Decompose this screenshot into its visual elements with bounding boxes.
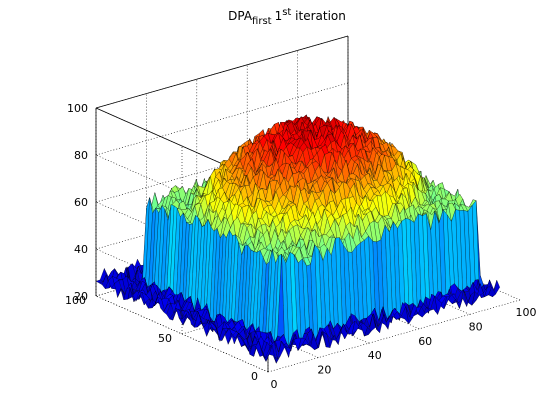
x-tick-label: 80 bbox=[469, 320, 483, 333]
z-tick-label: 100 bbox=[67, 102, 88, 115]
z-tick-label: 80 bbox=[74, 149, 88, 162]
surface-layer bbox=[95, 114, 500, 364]
tick-layer: 20 40 60 80 100 0 50 100 0 20 40 60 80 100 bbox=[65, 102, 537, 391]
title-iteration-number: 1 bbox=[275, 9, 283, 23]
x-tick-label: 100 bbox=[516, 306, 537, 319]
z-tick-label: 40 bbox=[74, 243, 88, 256]
grid-line bbox=[95, 295, 269, 373]
x-tick-label: 60 bbox=[418, 335, 432, 348]
title-subscript: first bbox=[252, 16, 272, 27]
surface-patch bbox=[264, 345, 273, 359]
chart-title: DPAfirst 1st iteration bbox=[228, 7, 346, 27]
grid-line bbox=[95, 248, 269, 326]
grid-line bbox=[95, 154, 269, 232]
title-superscript: st bbox=[282, 7, 291, 18]
z-tick-label: 20 bbox=[74, 290, 88, 303]
title-main: DPA bbox=[228, 9, 253, 23]
grid-line bbox=[95, 201, 269, 279]
y-tick-label: 100 bbox=[65, 294, 86, 307]
x-tick-label: 40 bbox=[368, 349, 382, 362]
x-tick-label: 0 bbox=[271, 378, 278, 391]
y-tick-label: 50 bbox=[158, 332, 172, 345]
y-tick-label: 0 bbox=[251, 370, 258, 383]
box-edge bbox=[95, 35, 349, 109]
title-suffix: iteration bbox=[291, 9, 346, 23]
z-tick-label: 60 bbox=[74, 196, 88, 209]
x-tick-label: 20 bbox=[317, 364, 331, 377]
